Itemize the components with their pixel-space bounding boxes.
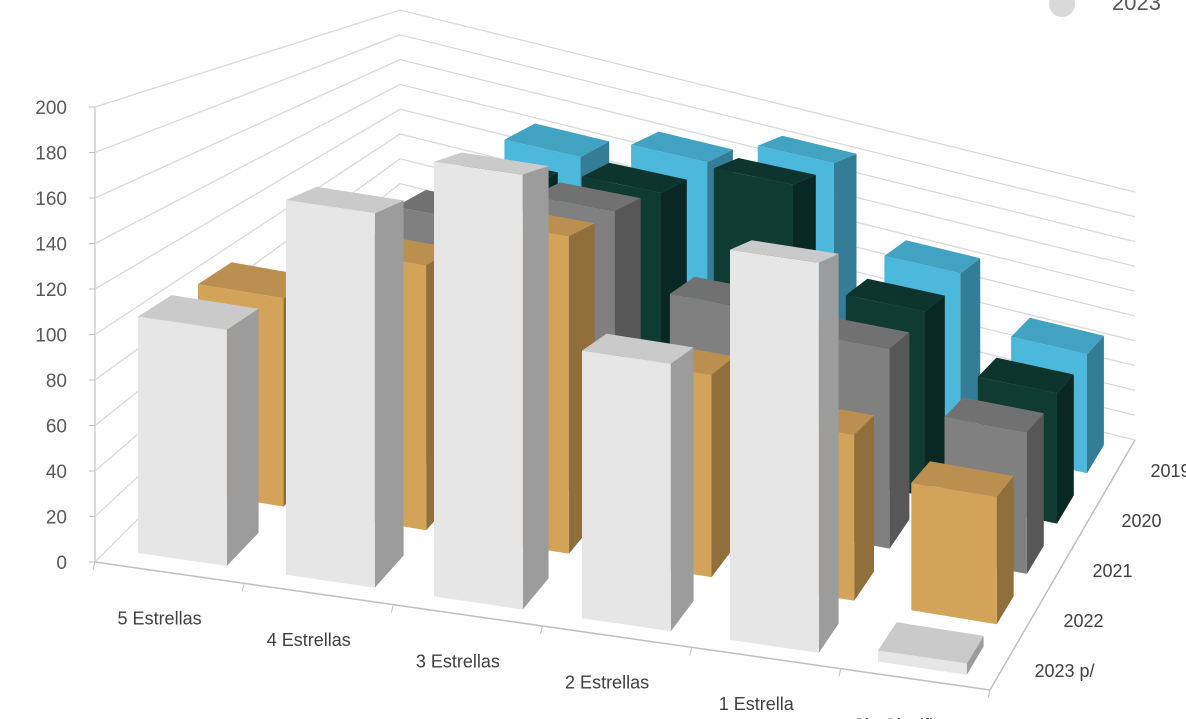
bar-side: [889, 332, 910, 549]
bar-top: [713, 158, 816, 185]
bar-top: [977, 357, 1074, 394]
bar-side: [818, 253, 839, 653]
y-tick-label: 0: [56, 553, 67, 574]
category-label: 3 Estrellas: [416, 651, 500, 671]
y-tick-label: 20: [46, 508, 67, 529]
bar-top: [504, 123, 610, 158]
category-tick-mark: [390, 604, 394, 613]
y-tick-label: 120: [35, 280, 67, 301]
bar-side: [996, 476, 1014, 625]
bar-side: [711, 356, 735, 578]
series-label: 2020: [1122, 511, 1162, 531]
category-tick-mark: [241, 583, 245, 592]
category-tick-mark: [92, 561, 96, 571]
series-label: 2019: [1151, 461, 1186, 481]
bar-front: [286, 200, 375, 588]
bar-top: [198, 262, 316, 299]
y-tick-label: 60: [46, 417, 67, 438]
bar: [878, 622, 984, 675]
bar-side: [1057, 374, 1074, 524]
category-tick-mark: [689, 647, 693, 656]
y-tick-label: 40: [46, 462, 67, 483]
series-label: 2022: [1064, 611, 1104, 631]
y-tick-label: 160: [35, 189, 67, 210]
bar-front: [911, 482, 997, 625]
category-tick-mark: [987, 689, 991, 699]
legend-label-2023: 2023: [1112, 0, 1161, 15]
floor-right-edge: [989, 439, 1136, 691]
gridline: [94, 83, 1136, 268]
bar-top: [434, 152, 549, 175]
bar: [434, 152, 549, 610]
bar-front: [878, 650, 967, 675]
bar-side: [1087, 335, 1104, 474]
series-label: 2023 p/: [1035, 661, 1095, 681]
legend-marker-2023: [1049, 0, 1075, 17]
category-label: 4 Estrellas: [267, 630, 351, 650]
bar-front: [730, 249, 819, 653]
gridline: [94, 58, 1136, 243]
y-tick-label: 180: [35, 144, 67, 165]
bar: [138, 295, 259, 566]
bar-top: [845, 278, 945, 312]
bar-side: [226, 308, 259, 566]
bar-side: [925, 295, 945, 497]
category-label: Sin Clasificar: [853, 715, 958, 719]
y-tick-label: 80: [46, 371, 67, 392]
series-axis-labels: 2019 2020 2021 2022 2023 p/: [1035, 461, 1186, 681]
bar-top: [757, 135, 857, 164]
bar-front: [582, 350, 671, 632]
bar-top: [878, 622, 984, 664]
y-axis-ticks: 0 20 40 60 80 100 120 140 160 180 200: [35, 98, 95, 574]
y-tick-label: 100: [35, 326, 67, 347]
bar-top: [911, 461, 1014, 497]
gridline: [94, 9, 1136, 193]
bar-top: [532, 182, 641, 212]
gridline: [94, 108, 1136, 292]
bar-side: [1026, 413, 1044, 574]
legend-fragment: 2023: [1049, 0, 1161, 17]
y-tick-label: 200: [35, 98, 67, 119]
bar: [911, 461, 1014, 625]
bar-side: [966, 635, 984, 675]
bar-top: [730, 240, 839, 263]
bar-top: [631, 131, 733, 163]
bar-top: [884, 240, 981, 274]
bar: [286, 186, 404, 588]
bar-side: [960, 258, 981, 445]
bar-front: [138, 316, 227, 566]
bar-top: [581, 162, 687, 193]
bar-side: [854, 415, 874, 601]
category-tick-mark: [540, 625, 543, 635]
bar-side: [522, 166, 549, 610]
bar: [582, 333, 694, 632]
category-label: 1 Estrella: [719, 694, 795, 714]
bar-top: [582, 333, 694, 364]
bar-front: [434, 161, 523, 610]
category-label: 5 Estrellas: [118, 609, 202, 629]
gridline: [94, 34, 1136, 218]
series-label: 2021: [1093, 561, 1133, 581]
bar-top: [1011, 317, 1104, 355]
bar-top: [138, 295, 259, 330]
category-label: 2 Estrellas: [565, 673, 649, 693]
y-tick-label: 140: [35, 235, 67, 256]
bar-side: [374, 200, 404, 588]
category-axis-labels: 5 Estrellas 4 Estrellas 3 Estrellas 2 Estre…: [92, 561, 991, 719]
bar-top: [286, 186, 404, 214]
bar-top: [944, 397, 1044, 433]
bars: [138, 123, 1104, 675]
bar: [730, 240, 839, 653]
category-tick-mark: [838, 668, 842, 677]
bar-side: [670, 347, 694, 632]
